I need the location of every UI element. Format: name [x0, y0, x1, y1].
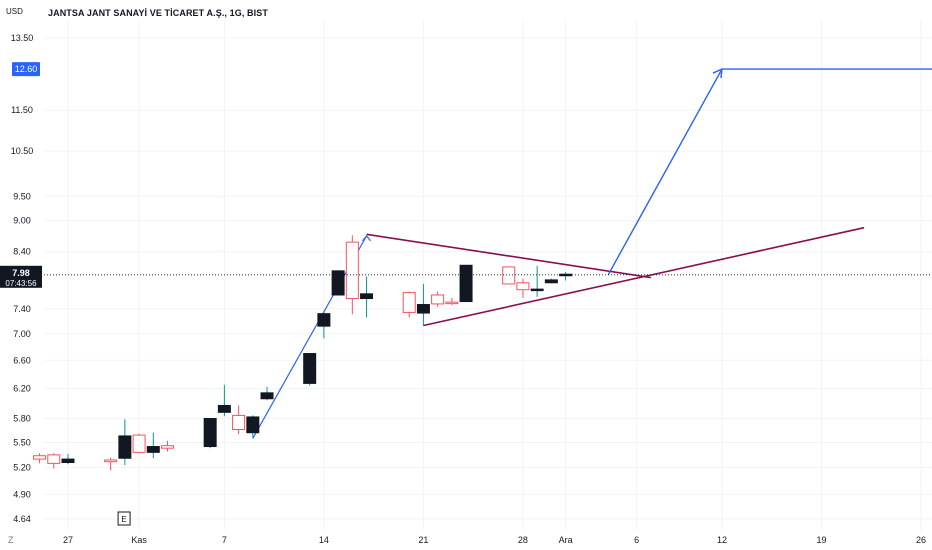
current-price-label: 7.98: [12, 268, 30, 278]
target-projection-line: [607, 68, 932, 276]
target-price-label: 12.60: [15, 64, 38, 74]
y-tick-label: 6.20: [13, 383, 31, 393]
earnings-marker-box: [117, 511, 131, 526]
y-tick-label: 7.40: [13, 304, 31, 314]
y-tick-label: 11.50: [11, 105, 33, 115]
y-tick-label: 13.50: [11, 33, 34, 43]
candle-body: [33, 455, 47, 460]
timezone-label: Z: [8, 535, 14, 545]
x-tick-label: 12: [717, 535, 727, 545]
candle-body: [530, 288, 544, 292]
y-tick-label: 10.50: [11, 146, 34, 156]
candle-body: [246, 416, 260, 434]
current-price-label-bg: [0, 265, 42, 288]
target-price-label-bg: [12, 62, 40, 77]
x-tick-label: 26: [916, 535, 926, 545]
candle-body: [502, 266, 516, 285]
x-tick-label: Ara: [559, 535, 573, 545]
candle-body: [416, 304, 430, 314]
y-tick-label: 9.00: [13, 216, 31, 226]
candle-body: [61, 458, 75, 464]
candle-body: [459, 264, 473, 303]
y-tick-label: 7.00: [13, 329, 31, 339]
countdown-label: 07:43:56: [5, 279, 37, 288]
x-tick-label: 21: [418, 535, 428, 545]
candle-body: [544, 279, 558, 284]
chart-title: JANTSA JANT SANAYİ VE TİCARET A.Ş., 1G, …: [48, 8, 268, 18]
y-tick-label: 5.50: [13, 437, 31, 447]
x-tick-label: 7: [222, 535, 227, 545]
candle-body: [118, 435, 132, 459]
candle-body: [146, 446, 160, 453]
candle-body: [132, 434, 146, 453]
x-tick-label: 28: [518, 535, 528, 545]
x-tick-label: Kas: [131, 535, 147, 545]
candle-body: [331, 270, 345, 296]
y-tick-label: 5.20: [13, 463, 31, 473]
candle-body: [317, 313, 331, 327]
candle-body: [232, 414, 246, 431]
candle-body: [431, 294, 445, 305]
y-tick-label: 4.90: [13, 489, 31, 499]
candle-body: [217, 404, 231, 413]
candle-body: [161, 445, 175, 449]
impulse-arrow-head: [362, 234, 372, 242]
lower-trendline: [423, 226, 865, 327]
y-tick-label: 4.64: [13, 514, 31, 524]
x-tick-label: 27: [63, 535, 73, 545]
candle-body: [516, 282, 530, 291]
y-tick-label: 6.60: [13, 355, 31, 365]
candle-body: [445, 301, 459, 305]
candle-body: [402, 292, 416, 313]
x-tick-label: 6: [634, 535, 639, 545]
upper-trendline: [366, 233, 652, 279]
candle-body: [360, 293, 374, 300]
x-tick-label: 14: [319, 535, 329, 545]
candle-body: [559, 273, 573, 277]
earnings-marker-label: E: [121, 515, 126, 524]
candle-body: [104, 459, 118, 463]
candle-body: [303, 353, 317, 384]
candle-body: [47, 454, 61, 464]
target-arrow-head: [712, 67, 723, 79]
y-tick-label: 5.80: [13, 413, 31, 423]
candle-body: [203, 417, 217, 448]
y-tick-label: 8.40: [13, 247, 31, 257]
currency-label: USD: [6, 7, 23, 16]
y-tick-label: 9.50: [13, 191, 31, 201]
candle-body: [345, 241, 359, 300]
candle-body: [260, 392, 274, 400]
x-tick-label: 19: [816, 535, 826, 545]
